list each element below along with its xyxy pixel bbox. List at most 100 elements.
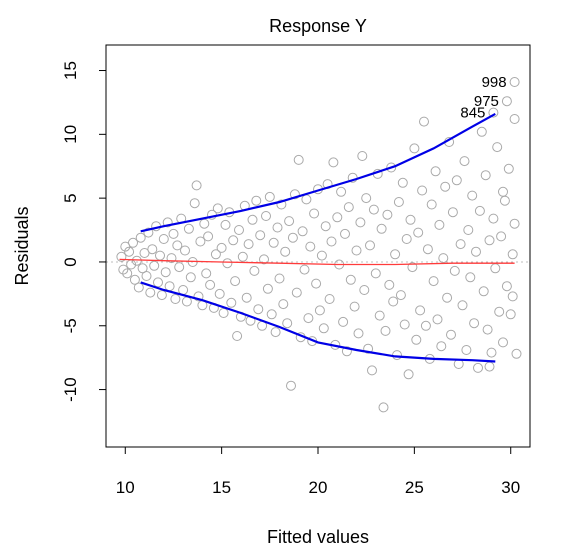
data-point: [415, 305, 426, 316]
data-point: [287, 232, 298, 243]
data-point: [338, 316, 349, 327]
data-point: [442, 292, 453, 303]
data-point: [124, 246, 135, 257]
data-point: [272, 222, 283, 233]
data-point: [426, 199, 437, 210]
data-point: [205, 279, 216, 290]
data-point: [251, 195, 262, 206]
data-point: [420, 320, 431, 331]
y-tick-label: -5: [61, 318, 80, 333]
data-point: [222, 258, 233, 269]
data-point: [262, 283, 273, 294]
data-point: [276, 199, 287, 210]
data-point: [131, 255, 142, 266]
data-point: [357, 151, 368, 161]
data-point: [326, 236, 337, 247]
data-point: [278, 299, 289, 310]
data-point: [459, 156, 470, 167]
data-point: [486, 347, 497, 358]
data-point: [351, 245, 362, 256]
data-point: [314, 305, 325, 316]
labeled-data-point: [488, 107, 499, 118]
point-label: 975: [474, 93, 499, 110]
data-point: [328, 157, 339, 168]
data-point: [365, 240, 375, 251]
data-point: [129, 274, 140, 285]
data-point: [436, 341, 447, 352]
data-point: [168, 228, 179, 239]
data-point: [193, 291, 204, 302]
data-point: [156, 290, 167, 301]
data-point: [228, 235, 239, 246]
data-point: [309, 208, 320, 219]
smoother-line: [119, 258, 515, 266]
data-point: [343, 202, 354, 213]
data-point: [259, 254, 269, 265]
data-point: [419, 116, 429, 127]
data-point: [382, 209, 393, 220]
y-tick-label: 15: [61, 61, 80, 80]
data-point: [353, 328, 364, 339]
data-point: [401, 234, 412, 244]
data-point: [324, 294, 335, 304]
data-point: [181, 296, 192, 307]
x-tick-label: 10: [116, 478, 135, 497]
data-point: [247, 214, 258, 225]
data-point: [286, 380, 296, 391]
data-point: [446, 329, 456, 340]
data-point: [212, 203, 223, 214]
data-point: [128, 237, 138, 248]
data-point: [137, 263, 148, 274]
data-point: [341, 346, 352, 357]
data-point: [230, 276, 241, 287]
data-point: [367, 365, 377, 376]
data-point: [145, 287, 156, 298]
x-axis-label: Fitted values: [267, 527, 369, 547]
y-tick-label: 0: [61, 257, 80, 266]
data-point: [293, 154, 304, 165]
data-point: [170, 294, 181, 304]
data-point: [162, 217, 173, 228]
point-label: 998: [482, 74, 507, 91]
data-point: [484, 361, 495, 372]
data-point: [214, 288, 225, 299]
data-point: [465, 272, 476, 283]
data-point: [399, 319, 410, 330]
data-point: [332, 212, 343, 223]
data-point: [498, 186, 508, 197]
data-point: [320, 221, 331, 232]
data-point: [189, 198, 200, 209]
data-point: [172, 240, 183, 251]
data-point: [243, 239, 254, 250]
data-point: [499, 195, 510, 206]
data-point: [266, 309, 277, 320]
data-point: [374, 310, 385, 321]
data-point: [274, 273, 285, 284]
data-point: [155, 250, 165, 261]
data-point: [501, 281, 512, 292]
data-point: [264, 191, 275, 202]
data-point: [234, 225, 244, 235]
y-axis-label: Residuals: [12, 206, 32, 285]
data-point: [478, 286, 489, 297]
data-point: [363, 343, 374, 354]
data-point: [480, 170, 491, 181]
x-tick-label: 15: [212, 478, 231, 497]
data-point: [149, 260, 160, 271]
data-point: [447, 207, 458, 218]
data-point: [380, 325, 391, 336]
data-point: [484, 235, 495, 246]
point-label: 845: [460, 105, 485, 122]
data-point: [413, 227, 424, 238]
data-point: [409, 143, 420, 154]
data-point: [359, 285, 370, 295]
data-point: [216, 242, 227, 253]
data-point: [210, 249, 221, 260]
data-point: [301, 194, 312, 205]
data-point: [241, 292, 252, 303]
data-point: [386, 162, 397, 173]
data-point: [316, 250, 327, 261]
scatter-points: [116, 77, 522, 413]
data-point: [153, 277, 163, 288]
